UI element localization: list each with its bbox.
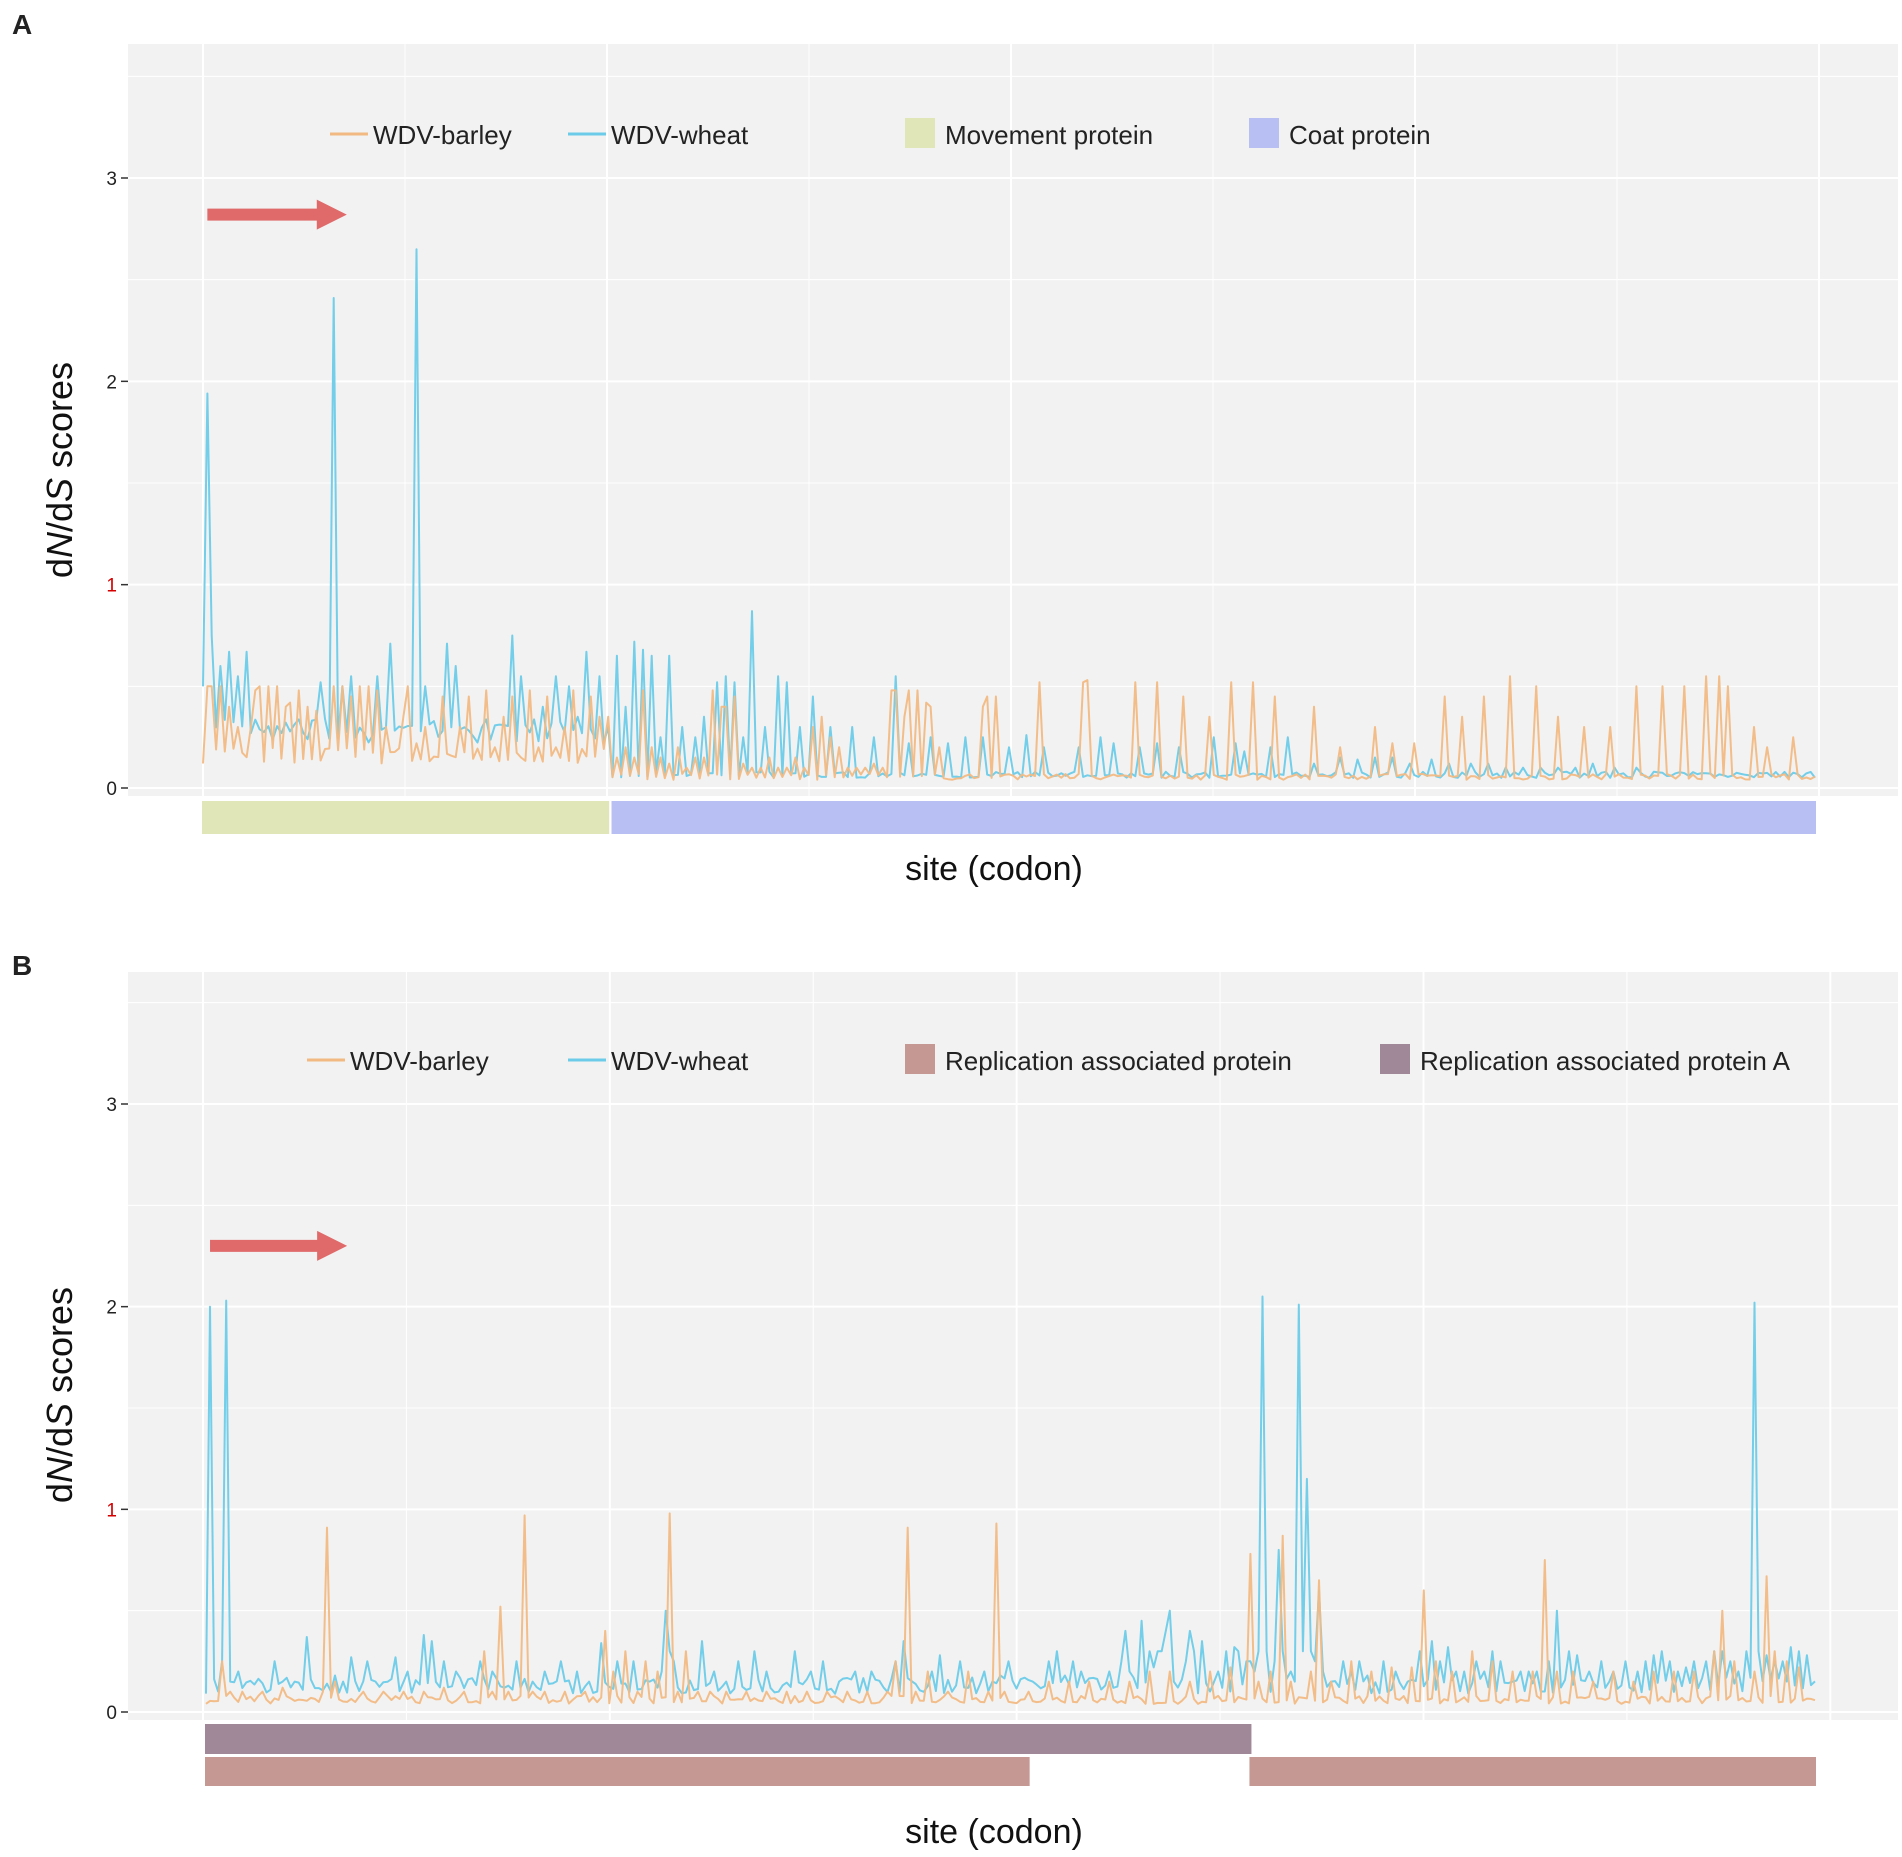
panel-a-y-tick-label-2: 2 — [106, 372, 117, 393]
panel-b-x-axis-title: site (codon) — [905, 1813, 1083, 1851]
panel-b-gene-bar-replication-associated-protein-a — [205, 1724, 1252, 1754]
panel-b-label: B — [12, 950, 32, 981]
panel-b-series-wdv-barley — [205, 1512, 1816, 1705]
panel-a-y-axis-title-part: S — [39, 478, 80, 502]
panel-a-y-tick-label-0: 0 — [106, 779, 117, 800]
panel-a: A dN/dS scores site (codon) 0 1 2 3 WDV-barl… — [12, 9, 1898, 888]
panel-a-legend-key-coat-protein — [1249, 118, 1279, 148]
panel-b-direction-arrow — [210, 1230, 348, 1261]
panel-b-y-tick-label-3: 3 — [106, 1095, 117, 1116]
panel-b-series-wdv-wheat — [205, 1295, 1816, 1695]
panel-b-y-tick-label-0: 0 — [106, 1703, 117, 1724]
panel-b-y-axis-title-part: d — [39, 1483, 80, 1503]
panel-b-legend-label-replication-associated-protein: Replication associated protein — [945, 1046, 1292, 1076]
panel-a-x-axis-title: site (codon) — [905, 850, 1083, 888]
panel-b-y-axis-title-part: S — [39, 1403, 80, 1427]
panel-b-gridlines — [128, 972, 1898, 1720]
panel-b-y-axis-title-part: N — [39, 1456, 80, 1483]
panel-b-legend-key-replication-associated-protein — [905, 1044, 935, 1074]
panel-a-direction-arrow — [207, 199, 347, 230]
panel-b-legend-label-wdv-barley: WDV-barley — [350, 1046, 489, 1076]
panel-a-legend-label-wdv-wheat: WDV-wheat — [611, 120, 749, 150]
panel-a-gene-bar-coat-protein — [611, 801, 1816, 834]
panel-a-label: A — [12, 9, 32, 40]
panel-b-y-axis-title: dN/dS scores — [39, 1287, 80, 1503]
panel-a-legend-label-wdv-barley: WDV-barley — [373, 120, 512, 150]
panel-b-y-axis-title-part: scores — [39, 1287, 80, 1403]
panel-b-plot-background — [128, 972, 1898, 1720]
panel-a-series-wdv-barley — [202, 675, 1816, 781]
panel-a-y-axis-title-part: N — [39, 531, 80, 558]
panel-a-y-axis-title-text: dN/dS scores — [39, 362, 80, 578]
panel-b-gene-bar-replication-associated-protein — [1249, 1757, 1816, 1786]
panel-a-arrow-shaft — [207, 208, 319, 221]
panel-a-y-axis-title: dN/dS scores — [39, 362, 80, 578]
panel-a-y-tick-label-3: 3 — [106, 169, 117, 190]
panel-b-y-tick-label-1: 1 — [106, 1500, 117, 1521]
panel-a-y-axis-title-part: scores — [39, 362, 80, 478]
panel-b-gene-bar-replication-associated-protein — [205, 1757, 1030, 1786]
panel-a-plot-background — [128, 44, 1898, 796]
panel-a-legend-label-movement-protein: Movement protein — [945, 120, 1153, 150]
panel-a-legend-key-movement-protein — [905, 118, 935, 148]
panel-a-gridlines — [128, 44, 1898, 796]
panel-a-gene-bar-movement-protein — [202, 801, 610, 834]
panel-b-y-axis-title-text: dN/dS scores — [39, 1287, 80, 1503]
panel-a-y-axis-title-part: d — [39, 558, 80, 578]
panel-b-arrow-head — [317, 1230, 348, 1261]
panel-b-legend-key-replication-associated-protein-a — [1380, 1044, 1410, 1074]
panel-b-legend-label-replication-associated-protein-a: Replication associated protein A — [1420, 1046, 1791, 1076]
panel-b-legend-label-wdv-wheat: WDV-wheat — [611, 1046, 749, 1076]
panel-a-legend-label-coat-protein: Coat protein — [1289, 120, 1431, 150]
panel-a-arrow-head — [316, 199, 347, 230]
panel-b-y-axis-title-part: /d — [39, 1427, 80, 1457]
panel-b-arrow-shaft — [210, 1239, 320, 1252]
panel-a-y-axis-title-part: /d — [39, 502, 80, 532]
panel-b-y-tick-label-2: 2 — [106, 1298, 117, 1319]
panel-a-y-tick-label-1: 1 — [106, 576, 117, 597]
panel-b: B dN/dS scores site (codon) 0 1 2 3 WDV-barl… — [12, 950, 1898, 1851]
